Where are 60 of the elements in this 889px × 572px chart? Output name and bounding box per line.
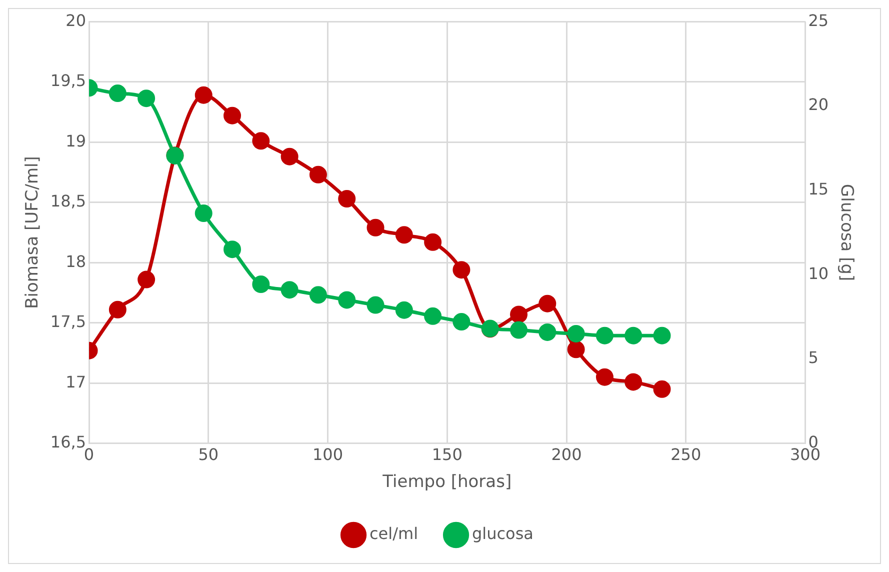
y2-tick-label: 15 <box>808 179 829 198</box>
point <box>252 276 270 294</box>
y-tick-label: 18,5 <box>50 192 86 211</box>
point <box>596 368 614 386</box>
legend-label: cel/ml <box>370 524 418 544</box>
y2-tick-label: 20 <box>808 95 829 114</box>
point <box>395 301 413 319</box>
x-tick-label: 0 <box>84 445 94 464</box>
point <box>510 321 528 339</box>
y-tick-label: 20 <box>66 10 86 30</box>
point <box>194 86 212 104</box>
point <box>567 340 585 358</box>
point <box>224 240 242 258</box>
point <box>224 106 242 124</box>
point <box>338 291 356 309</box>
point <box>596 326 614 344</box>
point <box>108 300 126 318</box>
point <box>138 90 156 108</box>
point <box>309 166 327 184</box>
y-tick-label: 17 <box>66 372 86 392</box>
point <box>252 132 270 150</box>
point <box>452 313 470 331</box>
point <box>424 233 442 251</box>
point <box>366 218 384 236</box>
y2-tick-label: 5 <box>808 348 818 368</box>
x-tick-label: 250 <box>670 445 702 464</box>
x-tick-label: 200 <box>551 445 582 464</box>
point <box>108 84 126 102</box>
x-axis-title: Tiempo [horas] <box>382 472 512 492</box>
point <box>424 307 442 325</box>
point <box>510 306 528 324</box>
y-tick-label: 17,5 <box>50 312 86 332</box>
y-tick-label: 19,5 <box>50 71 86 90</box>
x-tick-label: 100 <box>312 445 344 464</box>
point <box>366 296 384 314</box>
point <box>309 286 327 304</box>
point <box>538 323 556 341</box>
y2-axis-title: Glucosa [g] <box>836 184 856 282</box>
y-tick-label: 19 <box>66 131 86 150</box>
point <box>653 326 671 344</box>
point <box>538 294 556 312</box>
point <box>624 373 642 391</box>
legend-label: glucosa <box>472 524 534 544</box>
y2-tick-label: 25 <box>808 10 829 30</box>
point <box>395 226 413 244</box>
y2-tick-label: 10 <box>808 264 829 283</box>
point <box>138 270 156 288</box>
point <box>280 281 298 299</box>
x-tick-label: 50 <box>198 445 219 464</box>
point <box>624 326 642 344</box>
point <box>280 148 298 166</box>
y-tick-label: 18 <box>66 252 86 271</box>
y-axis-title: Biomasa [UFC/ml] <box>22 156 43 309</box>
y-tick-label: 16,5 <box>50 432 86 452</box>
point <box>338 190 356 208</box>
point <box>194 204 212 222</box>
point <box>653 380 671 398</box>
x-tick-label: 150 <box>432 445 462 464</box>
point <box>452 261 470 279</box>
point <box>567 324 585 342</box>
